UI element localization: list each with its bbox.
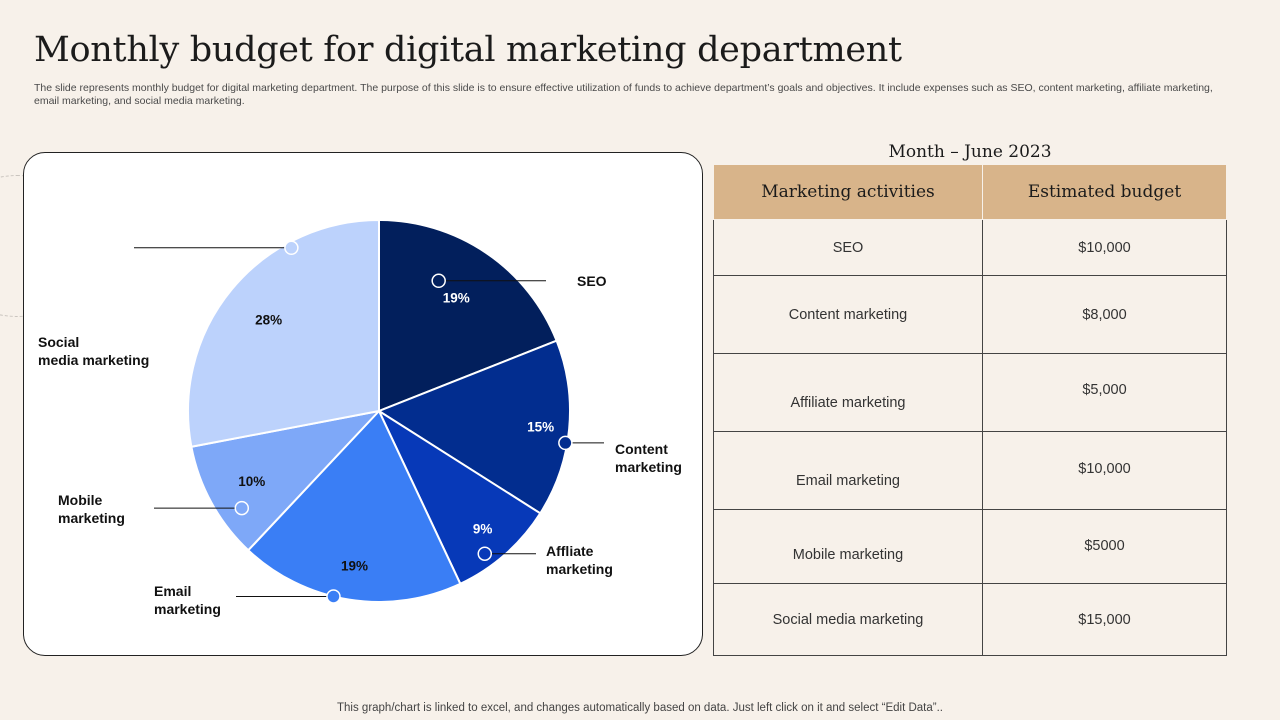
slice-category-label: Affliate (546, 543, 594, 559)
leader-dot (558, 435, 573, 451)
slice-category-label: media marketing (38, 352, 149, 368)
table-row: Mobile marketing $5000 (713, 509, 1227, 584)
page-subtitle: The slide represents monthly budget for … (34, 82, 1213, 107)
page-title: Monthly budget for digital marketing dep… (34, 30, 902, 70)
pie-slice-1[interactable] (376, 339, 571, 515)
leader-dot (234, 500, 250, 516)
pie-slice-3[interactable] (246, 409, 462, 603)
table-caption: Month – June 2023 (888, 142, 1052, 162)
slice-category-label: Mobile (58, 492, 103, 508)
budget-cell: $10,000 (982, 219, 1227, 276)
pie-slice-5[interactable] (187, 218, 380, 448)
pie-slice-2[interactable] (376, 408, 542, 586)
slice-category-label: marketing (615, 459, 682, 475)
slice-category-label: Social (38, 334, 79, 350)
budget-cell: $10,000 (982, 431, 1227, 510)
budget-cell: $5000 (982, 509, 1227, 584)
header-marketing-activities: Marketing activities (713, 164, 983, 220)
slice-percent-label: 9% (473, 521, 493, 536)
activity-cell: Social media marketing (713, 583, 983, 656)
slice-category-label: marketing (58, 510, 125, 526)
activity-cell: SEO (713, 219, 983, 276)
slice-category-label: marketing (154, 601, 221, 617)
activity-cell: Content marketing (713, 275, 983, 354)
leader-dot (431, 273, 446, 289)
pie-slice-0[interactable] (378, 218, 558, 413)
leader-dot (326, 589, 341, 604)
slice-category-label: SEO (577, 273, 607, 289)
header-estimated-budget: Estimated budget (982, 164, 1227, 220)
budget-cell: $15,000 (982, 583, 1227, 656)
slice-category-label: Email (154, 583, 191, 599)
budget-table: Marketing activities Estimated budget SE… (713, 164, 1227, 656)
activity-cell: Affiliate marketing (713, 353, 983, 432)
leader-dot (284, 240, 299, 256)
table-row: Social media marketing $15,000 (713, 583, 1227, 656)
table-row: Affiliate marketing $5,000 (713, 353, 1227, 432)
table-row: Email marketing $10,000 (713, 431, 1227, 510)
leader-dot (477, 546, 493, 561)
slice-category-label: marketing (546, 561, 613, 577)
table-row: SEO $10,000 (713, 219, 1227, 276)
slice-percent-label: 10% (238, 474, 265, 489)
slice-category-label: Content (615, 441, 668, 457)
slice-percent-label: 28% (255, 313, 282, 328)
table-row: Content marketing $8,000 (713, 275, 1227, 354)
budget-cell: $5,000 (982, 353, 1227, 432)
budget-cell: $8,000 (982, 275, 1227, 354)
slice-percent-label: 19% (443, 290, 470, 305)
pie-slice-4[interactable] (190, 409, 382, 552)
pie-chart[interactable]: 19% SEO 15% Content marketing 9% Affliate marke… (24, 153, 704, 657)
footer-note: This graph/chart is linked to excel, and… (337, 702, 943, 714)
activity-cell: Email marketing (713, 431, 983, 510)
pie-chart-card[interactable]: 19% SEO 15% Content marketing 9% Affliate marke… (23, 152, 703, 656)
table-header-row: Marketing activities Estimated budget (713, 164, 1227, 220)
activity-cell: Mobile marketing (713, 509, 983, 584)
slice-percent-label: 15% (527, 419, 554, 434)
slice-percent-label: 19% (341, 559, 368, 574)
